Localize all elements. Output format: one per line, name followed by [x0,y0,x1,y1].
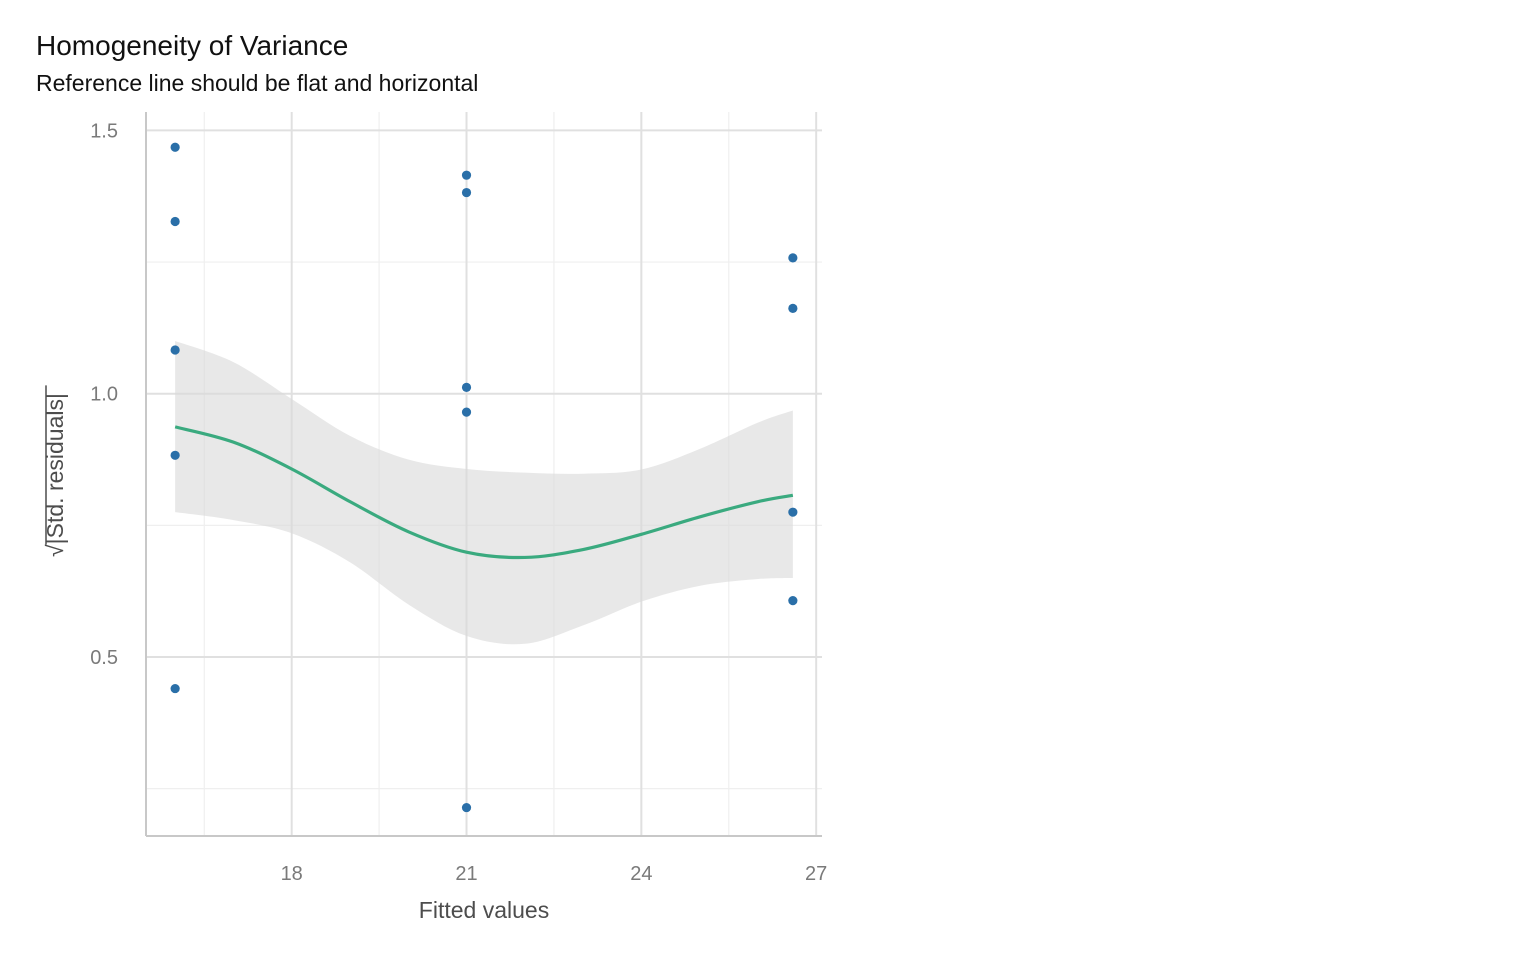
x-tick-label: 21 [455,863,477,885]
data-point [461,187,472,198]
tick-labels: 18 21 24 27 0.5 1.0 1.5 [90,120,827,885]
y-tick-label: 0.5 [90,647,118,669]
data-point [788,253,798,263]
data-point [461,407,472,417]
data-point [461,382,472,392]
sqrt-symbol: √ [42,544,68,557]
data-point [170,142,180,152]
data-point [170,216,180,227]
data-point [461,802,472,813]
x-tick-label: 24 [630,863,652,885]
data-point [788,507,798,517]
smooth-line-path [174,425,794,560]
data-point [788,596,798,606]
x-axis-title: Fitted values [419,897,549,923]
data-points [170,142,798,813]
confidence-band-area [175,341,793,645]
data-point [170,345,180,355]
x-tick-label: 18 [281,863,303,885]
confidence-band [175,341,793,645]
data-point [788,303,798,314]
x-tick-label: 27 [805,863,827,885]
chart-title: Homogeneity of Variance [36,30,349,61]
chart-subtitle: Reference line should be flat and horizo… [36,70,479,96]
data-point [461,170,472,180]
y-tick-label: 1.0 [90,384,118,406]
smooth-line [174,425,794,560]
data-point [170,450,180,460]
data-point [170,683,180,694]
axes [145,112,822,837]
y-tick-label: 1.5 [90,120,118,142]
